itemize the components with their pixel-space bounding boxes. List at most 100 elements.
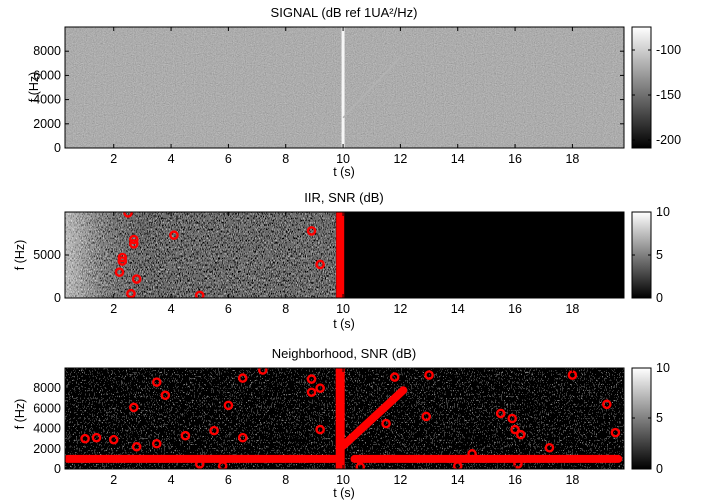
detection-marker — [237, 373, 248, 383]
x-tick-label: 8 — [282, 152, 289, 166]
x-axis-label: t (s) — [333, 165, 355, 179]
x-tick-label: 16 — [508, 152, 522, 166]
panel-neighborhood: Neighborhood, SNR (dB) 0 2000 4000 6000 8000… — [13, 346, 670, 500]
detection-marker — [389, 372, 400, 382]
y-tick-label: 2000 — [33, 117, 61, 131]
x-tick-label: 6 — [225, 152, 232, 166]
x-tick-label: 10 — [336, 473, 350, 487]
detection-marker — [306, 387, 317, 398]
y-axis-label: f (Hz) — [27, 72, 41, 103]
x-tick-label: 4 — [168, 152, 175, 166]
x-tick-label: 18 — [565, 473, 579, 487]
detection-marker — [80, 433, 90, 444]
detection-marker — [421, 411, 432, 422]
x-tick-label: 4 — [168, 473, 175, 487]
detection-marker — [91, 432, 102, 443]
y-axis-label: f (Hz) — [13, 399, 27, 430]
y-axis-label: f (Hz) — [13, 240, 27, 271]
detection-marker — [151, 377, 162, 387]
detection-marker — [128, 239, 139, 249]
detection-marker — [160, 390, 171, 401]
colorbar-tick-label: -100 — [656, 43, 681, 57]
y-tick-label: 8000 — [33, 381, 61, 395]
x-tick-label: 18 — [565, 302, 579, 316]
x-axis-label: t (s) — [333, 317, 355, 331]
detection-marker — [123, 212, 133, 218]
y-tick-label: 2000 — [33, 442, 61, 456]
y-tick-label: 4000 — [33, 93, 61, 107]
x-tick-label: 4 — [168, 302, 175, 316]
detection-marker — [223, 400, 234, 411]
detection-marker — [126, 288, 136, 298]
colorbar-tick-label: -150 — [656, 88, 681, 102]
detection-marker — [237, 432, 248, 443]
detection-marker — [602, 399, 612, 410]
detection-marker — [495, 408, 506, 419]
signal-chirp-line — [342, 56, 401, 119]
detection-marker — [117, 252, 128, 263]
detection-marker — [209, 425, 219, 436]
spectrogram-onset-fade — [65, 212, 336, 298]
detection-marker — [452, 461, 463, 469]
detection-marker — [128, 402, 139, 413]
x-tick-label: 12 — [393, 302, 407, 316]
x-tick-label: 6 — [225, 473, 232, 487]
x-tick-label: 2 — [110, 152, 117, 166]
detection-marker — [610, 427, 621, 438]
x-tick-label: 14 — [451, 152, 465, 166]
detection-marker — [151, 438, 162, 449]
y-tick-label: 0 — [54, 291, 61, 305]
panel-iir: IIR, SNR (dB) 0 5000 2 4 6 8 10 12 14 16 18 f (Hz… — [13, 190, 670, 331]
detection-marker — [131, 441, 142, 452]
colorbar-ticks — [632, 211, 651, 256]
detection-marker — [114, 267, 125, 278]
panel-title: IIR, SNR (dB) — [304, 190, 383, 205]
panel-title: SIGNAL (dB ref 1UA²/Hz) — [271, 5, 418, 20]
plot-frame — [64, 367, 625, 470]
x-tick-label: 8 — [282, 302, 289, 316]
detection-marker — [516, 429, 526, 440]
y-tick-label: 6000 — [33, 68, 61, 82]
detection-marker — [424, 370, 434, 380]
y-tick-label: 0 — [54, 462, 61, 476]
x-tick-label: 16 — [508, 473, 522, 487]
x-tick-label: 8 — [282, 473, 289, 487]
detection-marker — [180, 430, 191, 441]
detection-marker — [315, 259, 325, 270]
detection-marker — [381, 418, 391, 429]
detection-marker — [544, 442, 555, 453]
y-tick-label: 0 — [54, 141, 61, 155]
detection-marker — [169, 230, 179, 241]
detection-marker — [117, 256, 128, 266]
x-tick-label: 2 — [110, 473, 117, 487]
x-tick-label: 10 — [336, 302, 350, 316]
x-tick-label: 16 — [508, 302, 522, 316]
colorbar-tick-label: 5 — [656, 411, 663, 425]
detection-marker — [315, 424, 325, 435]
detection-marker — [467, 449, 477, 459]
detection-marker — [507, 413, 518, 424]
x-tick-label: 14 — [451, 302, 465, 316]
y-tick-label: 4000 — [33, 422, 61, 436]
detection-marker — [217, 461, 228, 469]
y-tick-label: 6000 — [33, 401, 61, 415]
colorbar-tick-label: -200 — [656, 133, 681, 147]
colorbar-tick-label: 5 — [656, 248, 663, 262]
detection-marker — [513, 459, 523, 469]
colorbar-tick-label: 0 — [656, 291, 663, 305]
detection-marker — [194, 290, 205, 298]
y-tick-label: 8000 — [33, 44, 61, 58]
y-tick-label: 5000 — [33, 248, 61, 262]
plot-frame — [64, 26, 625, 149]
x-tick-label: 14 — [451, 473, 465, 487]
detection-marker — [315, 383, 325, 394]
colorbar-ticks — [632, 367, 651, 419]
colorbar — [631, 26, 652, 149]
colorbar-tick-label: 0 — [656, 462, 663, 476]
x-tick-label: 6 — [225, 302, 232, 316]
colorbar-tick-label: 10 — [656, 361, 670, 375]
x-tick-label: 18 — [565, 152, 579, 166]
detection-marker — [108, 434, 119, 445]
detection-marker — [194, 459, 205, 469]
